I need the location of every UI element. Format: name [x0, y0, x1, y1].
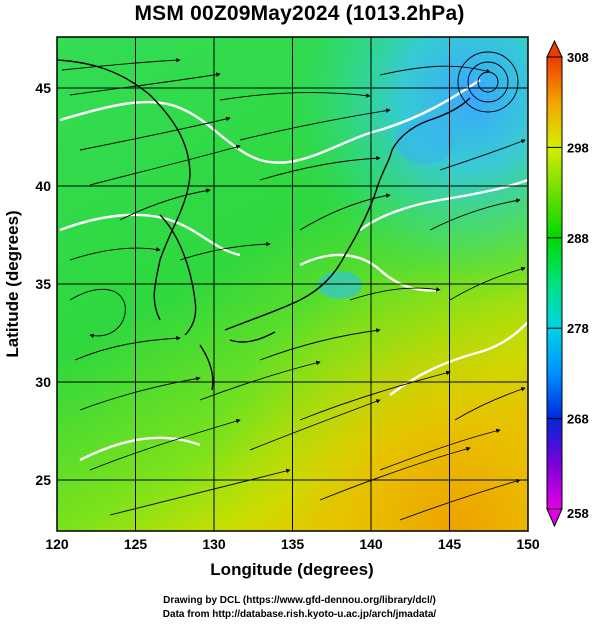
- lat-tick-label: 35: [35, 276, 51, 292]
- lon-tick-label: 120: [45, 536, 69, 552]
- wind-streamlines: [61, 57, 526, 521]
- lon-tick-label: 150: [516, 536, 540, 552]
- x-axis-title: Longitude (degrees): [210, 560, 373, 579]
- longitude-tick-labels: 120 125 130 135 140 145 150: [45, 536, 540, 552]
- lon-tick-label: 130: [202, 536, 226, 552]
- lon-tick-label: 135: [281, 536, 305, 552]
- colorbar-label: 268: [567, 412, 589, 427]
- credits: Drawing by DCL (https://www.gfd-dennou.o…: [0, 594, 599, 622]
- colorbar-tick-labels: 308 298 288 278 268 258: [547, 50, 589, 521]
- latitude-tick-labels: 25 30 35 40 45: [35, 80, 51, 488]
- lon-tick-label: 125: [124, 536, 148, 552]
- plot-frame: [56, 36, 529, 532]
- colorbar-label: 258: [567, 506, 589, 521]
- isotherm-contours: [59, 79, 528, 462]
- lat-tick-label: 45: [35, 80, 51, 96]
- lon-tick-label: 145: [438, 536, 462, 552]
- cyclone-northeast: [457, 51, 519, 113]
- colorbar-label: 298: [567, 140, 589, 155]
- colorbar-scale: [546, 56, 563, 510]
- lat-tick-label: 40: [35, 178, 51, 194]
- colorbar-label: 308: [567, 50, 589, 65]
- cold-spot-central-japan: [318, 271, 362, 299]
- credits-drawing: Drawing by DCL (https://www.gfd-dennou.o…: [163, 595, 436, 606]
- cold-spot-hokkaido: [395, 116, 455, 164]
- lat-tick-label: 25: [35, 472, 51, 488]
- lat-lon-grid: [57, 37, 528, 531]
- lat-tick-label: 30: [35, 374, 51, 390]
- y-axis-title: Latitude (degrees): [3, 210, 22, 357]
- lon-tick-label: 140: [359, 536, 383, 552]
- figure-title: MSM 00Z09May2024 (1013.2hPa): [134, 2, 465, 25]
- colorbar-label: 278: [567, 321, 589, 336]
- credits-data-source: Data from http://database.rish.kyoto-u.a…: [162, 609, 437, 620]
- colorbar-max-arrow: [546, 39, 563, 58]
- colorbar-label: 288: [567, 231, 589, 246]
- colorbar: 308 298 288 278 268 258: [546, 39, 589, 528]
- colorbar-min-arrow: [546, 508, 563, 528]
- coastlines: [57, 59, 471, 391]
